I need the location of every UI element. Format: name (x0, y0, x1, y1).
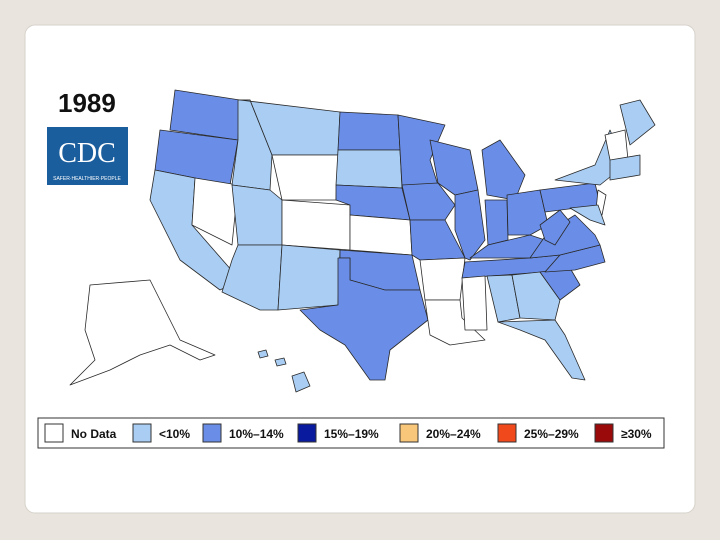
state (337, 111, 401, 151)
state (349, 214, 413, 256)
state (397, 114, 446, 186)
state (257, 349, 269, 359)
logo-text: CDC (58, 138, 116, 169)
state (469, 234, 546, 259)
legend-label: 20%–24% (426, 427, 481, 441)
state (497, 319, 586, 381)
state (454, 189, 486, 261)
legend-label: 15%–19% (324, 427, 379, 441)
legend: No Data <10% 10%–14% 15%–19% 20%–24% 25%–29% ≥… (37, 417, 665, 449)
state (511, 271, 561, 321)
legend-swatch (44, 423, 64, 443)
state (609, 154, 641, 181)
state (291, 371, 311, 393)
logo-box (47, 127, 128, 185)
state (484, 199, 509, 246)
state (481, 139, 526, 201)
state (271, 154, 339, 201)
state (424, 299, 486, 346)
state (401, 182, 456, 221)
legend-label: No Data (71, 427, 117, 441)
state (69, 279, 216, 386)
legend-swatch (297, 423, 317, 443)
legend-swatch (399, 423, 419, 443)
state (231, 184, 283, 246)
legend-swatch (202, 423, 222, 443)
legend-label: <10% (159, 427, 190, 441)
state (461, 275, 488, 331)
legend-swatch (594, 423, 614, 443)
state (281, 199, 351, 251)
cdc-logo: CDC SAFER·HEALTHIER·PEOPLE (47, 127, 128, 185)
legend-label: 10%–14% (229, 427, 284, 441)
us-map (69, 89, 656, 393)
state (277, 244, 341, 311)
state (506, 189, 549, 236)
state (335, 149, 403, 189)
state (419, 257, 466, 301)
state (191, 177, 239, 246)
state (569, 204, 606, 226)
state (274, 357, 287, 367)
legend-label: 25%–29% (524, 427, 579, 441)
logo-tagline: SAFER·HEALTHIER·PEOPLE (53, 176, 121, 182)
state (544, 244, 606, 273)
state (619, 99, 656, 146)
legend-label: ≥30% (621, 427, 652, 441)
state (539, 209, 571, 246)
legend-swatch (132, 423, 152, 443)
state (299, 257, 429, 381)
map-year: 1989 (58, 88, 116, 118)
legend-swatch (497, 423, 517, 443)
